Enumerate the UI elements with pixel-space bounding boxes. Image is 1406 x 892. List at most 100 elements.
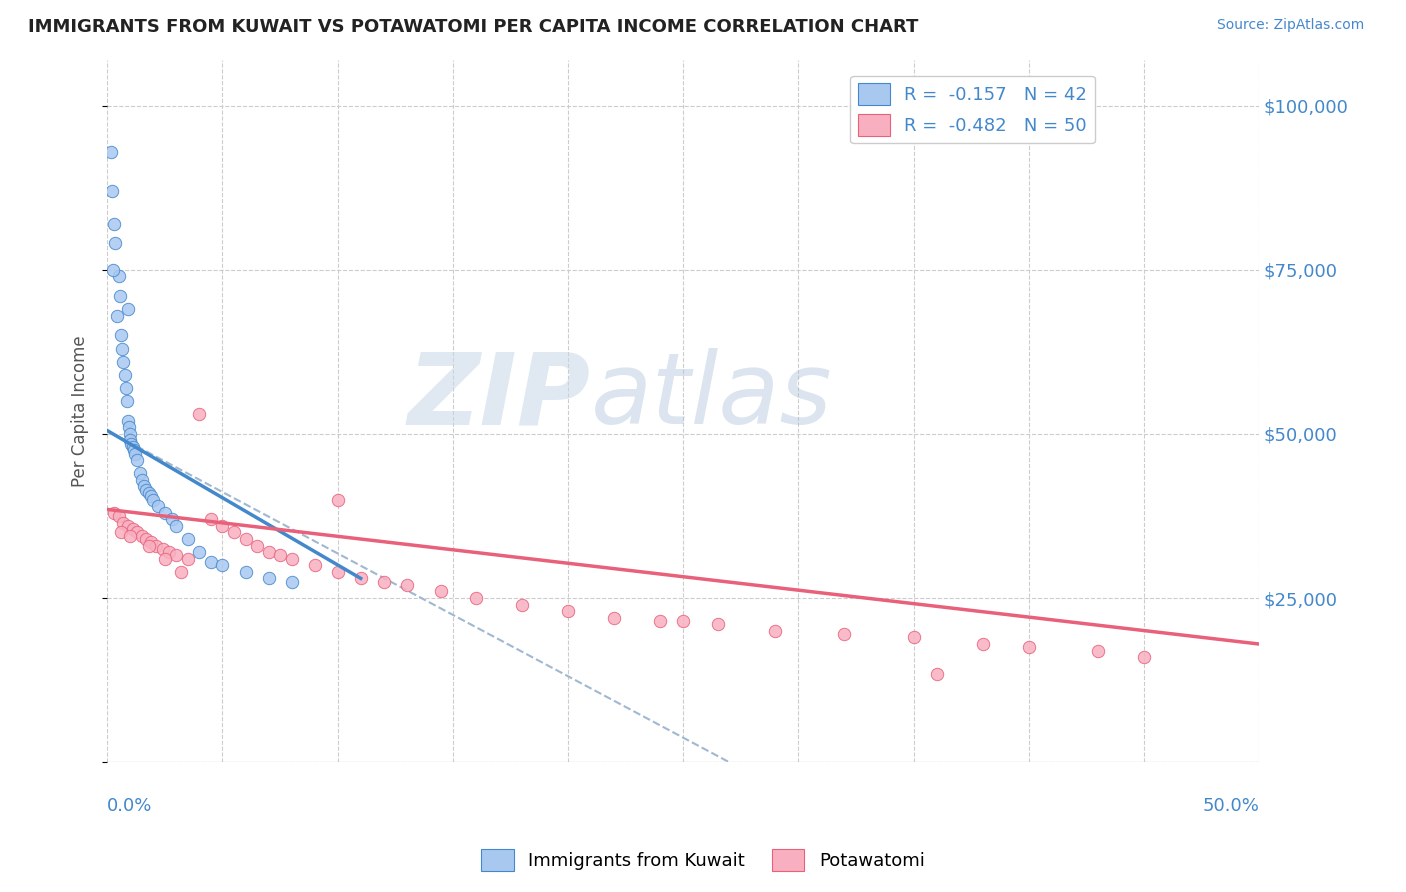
Point <box>121 440 143 454</box>
Point <box>101 262 124 277</box>
Point <box>134 479 156 493</box>
Point <box>153 506 176 520</box>
Point <box>101 184 124 198</box>
Point <box>120 434 142 448</box>
Point <box>257 571 280 585</box>
Point <box>235 532 257 546</box>
Legend: R =  -0.157   N = 42, R =  -0.482   N = 50: R = -0.157 N = 42, R = -0.482 N = 50 <box>851 76 1094 144</box>
Point <box>118 420 141 434</box>
Text: Source: ZipAtlas.com: Source: ZipAtlas.com <box>1216 18 1364 32</box>
Text: IMMIGRANTS FROM KUWAIT VS POTAWATOMI PER CAPITA INCOME CORRELATION CHART: IMMIGRANTS FROM KUWAIT VS POTAWATOMI PER… <box>28 18 918 36</box>
Point <box>146 499 169 513</box>
Point <box>121 522 143 536</box>
Point <box>257 545 280 559</box>
Point <box>103 506 125 520</box>
Point <box>135 532 157 546</box>
Point <box>326 565 349 579</box>
Point <box>395 578 418 592</box>
Point <box>103 217 125 231</box>
Point <box>112 516 135 530</box>
Point <box>108 289 131 303</box>
Point <box>510 598 533 612</box>
Point <box>135 483 157 497</box>
Y-axis label: Per Capita Income: Per Capita Income <box>72 335 89 487</box>
Point <box>672 614 695 628</box>
Point <box>160 512 183 526</box>
Point <box>903 631 925 645</box>
Point <box>115 394 138 409</box>
Point <box>114 368 136 382</box>
Point <box>131 473 153 487</box>
Point <box>120 529 142 543</box>
Point <box>139 535 162 549</box>
Point <box>222 525 245 540</box>
Point <box>200 512 222 526</box>
Point <box>280 551 302 566</box>
Point <box>269 549 291 563</box>
Legend: Immigrants from Kuwait, Potawatomi: Immigrants from Kuwait, Potawatomi <box>474 842 932 879</box>
Point <box>188 545 211 559</box>
Point <box>127 453 149 467</box>
Point <box>177 532 200 546</box>
Point <box>1087 643 1109 657</box>
Text: 0.0%: 0.0% <box>107 797 153 815</box>
Point <box>464 591 486 605</box>
Point <box>108 269 131 284</box>
Point <box>110 328 132 343</box>
Point <box>650 614 672 628</box>
Point <box>177 551 200 566</box>
Point <box>131 529 153 543</box>
Point <box>120 426 142 441</box>
Point <box>235 565 257 579</box>
Point <box>1133 650 1156 665</box>
Point <box>373 574 395 589</box>
Point <box>834 627 856 641</box>
Point <box>557 604 579 618</box>
Point <box>117 414 139 428</box>
Point <box>152 541 174 556</box>
Point <box>114 381 136 395</box>
Point <box>280 574 302 589</box>
Point <box>121 436 143 450</box>
Point <box>706 617 728 632</box>
Text: atlas: atlas <box>591 349 832 445</box>
Point <box>138 486 160 500</box>
Point <box>122 443 145 458</box>
Point <box>972 637 994 651</box>
Point <box>170 565 193 579</box>
Point <box>104 236 127 251</box>
Point <box>188 407 211 421</box>
Point <box>165 518 187 533</box>
Point <box>142 492 165 507</box>
Point <box>165 549 187 563</box>
Point <box>117 302 139 317</box>
Point <box>304 558 326 573</box>
Point <box>110 525 132 540</box>
Point <box>138 539 160 553</box>
Point <box>763 624 786 638</box>
Point <box>200 555 222 569</box>
Point <box>153 551 176 566</box>
Point <box>100 145 122 159</box>
Point <box>127 525 149 540</box>
Point <box>111 342 134 356</box>
Point <box>326 492 349 507</box>
Point <box>1018 640 1040 655</box>
Point <box>925 666 948 681</box>
Point <box>124 447 146 461</box>
Point <box>430 584 453 599</box>
Point <box>211 518 233 533</box>
Point <box>603 611 626 625</box>
Point <box>128 467 150 481</box>
Point <box>139 489 162 503</box>
Point <box>145 539 167 553</box>
Text: ZIP: ZIP <box>408 349 591 445</box>
Point <box>159 545 181 559</box>
Point <box>211 558 233 573</box>
Point <box>105 309 128 323</box>
Text: 50.0%: 50.0% <box>1202 797 1260 815</box>
Point <box>246 539 269 553</box>
Point <box>350 571 373 585</box>
Point <box>112 354 135 368</box>
Point <box>108 508 131 523</box>
